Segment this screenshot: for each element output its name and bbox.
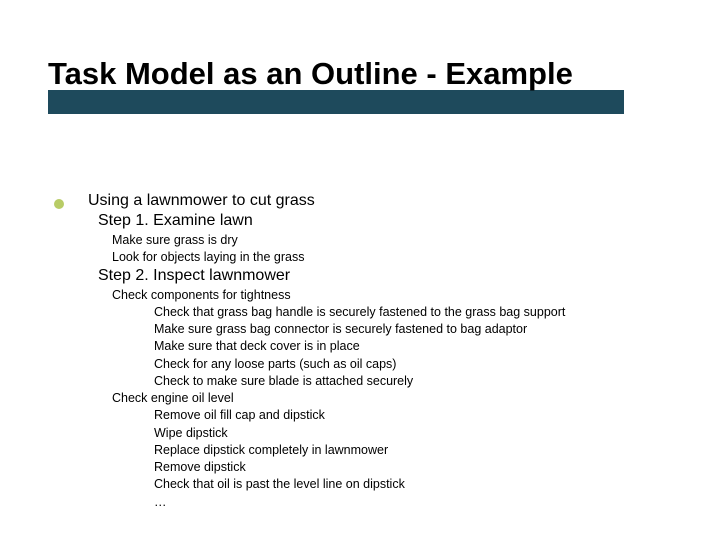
- title-wrap: Task Model as an Outline - Example: [48, 56, 672, 92]
- step2-group2-item: Wipe dipstick: [154, 425, 688, 441]
- step2-group2-label: Check engine oil level: [112, 390, 688, 406]
- outline-content: Using a lawnmower to cut grass Step 1. E…: [88, 192, 688, 511]
- step2-group2-item: Replace dipstick completely in lawnmower: [154, 442, 688, 458]
- title-underline-bar: [48, 90, 624, 114]
- bullet-icon: [54, 199, 64, 209]
- step2-group1-item: Check for any loose parts (such as oil c…: [154, 356, 688, 372]
- step2-group1-label: Check components for tightness: [112, 287, 688, 303]
- step2-group2-item: Check that oil is past the level line on…: [154, 476, 688, 492]
- step1-item: Look for objects laying in the grass: [112, 249, 688, 265]
- step2-group1-item: Check that grass bag handle is securely …: [154, 304, 688, 320]
- step2-label: Step 2. Inspect lawnmower: [98, 267, 688, 285]
- step2-group2-item: …: [154, 494, 688, 510]
- step2-group1-item: Make sure that deck cover is in place: [154, 338, 688, 354]
- step1-label: Step 1. Examine lawn: [98, 212, 688, 230]
- step1-item: Make sure grass is dry: [112, 232, 688, 248]
- step2-group1-item: Make sure grass bag connector is securel…: [154, 321, 688, 337]
- step2-group2-item: Remove dipstick: [154, 459, 688, 475]
- step2-group2-item: Remove oil fill cap and dipstick: [154, 407, 688, 423]
- slide: Task Model as an Outline - Example Using…: [0, 0, 720, 540]
- slide-title: Task Model as an Outline - Example: [48, 56, 672, 92]
- outline-root: Using a lawnmower to cut grass: [88, 192, 688, 210]
- step2-group1-item: Check to make sure blade is attached sec…: [154, 373, 688, 389]
